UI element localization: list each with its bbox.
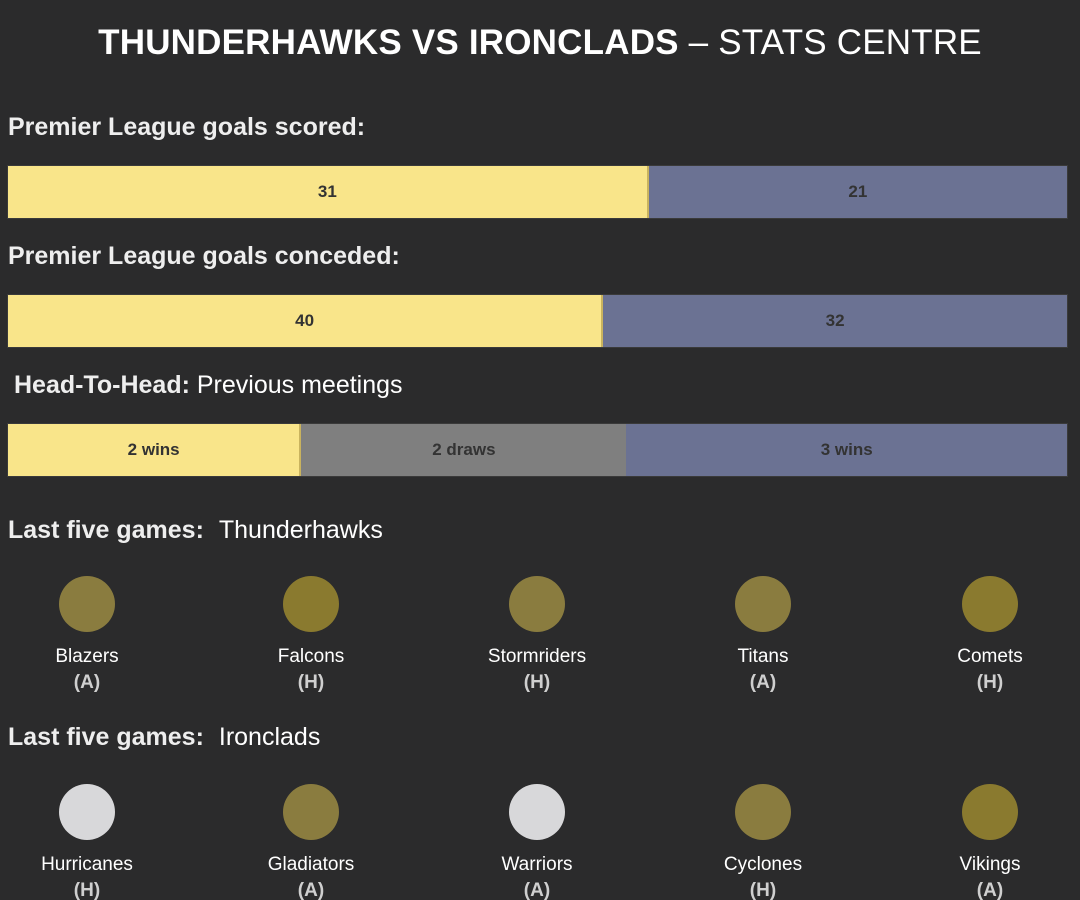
venue-label: (H) (73, 880, 101, 900)
goals-conceded-bar: 40 32 (7, 294, 1068, 348)
last-five-away-games: Hurricanes (H) Gladiators (A) Warriors (A) Cyc… (0, 784, 1080, 900)
game-item: Vikings (A) (900, 784, 1080, 900)
last-five-home-games: Blazers (A) Falcons (H) Stormriders (H) Titans… (0, 576, 1080, 706)
opponent-name: Falcons (277, 646, 345, 667)
game-item: Warriors (A) (447, 784, 627, 900)
result-dot-icon (735, 784, 791, 840)
head-to-head-subtitle: Previous meetings (189, 371, 403, 399)
last-five-away-title: Last five games: (8, 723, 204, 751)
page-title-suffix: – STATS CENTRE (678, 23, 982, 62)
opponent-name: Blazers (55, 646, 119, 667)
game-item: Comets (H) (900, 576, 1080, 694)
last-five-home-team: Thunderhawks (218, 516, 383, 544)
opponent-name: Titans (737, 646, 789, 667)
page-title: THUNDERHAWKS VS IRONCLADS – STATS CENTRE (0, 22, 1080, 64)
last-five-away-label: Last five games: Ironclads (8, 722, 320, 752)
game-item: Falcons (H) (221, 576, 401, 694)
result-dot-icon (283, 784, 339, 840)
opponent-name: Comets (957, 646, 1023, 667)
venue-label: (A) (73, 672, 101, 693)
result-dot-icon (962, 784, 1018, 840)
venue-label: (A) (749, 672, 777, 693)
opponent-name: Cyclones (723, 854, 803, 875)
goals-conceded-away-segment: 32 (603, 295, 1067, 347)
goals-conceded-home-value: 40 (295, 311, 315, 330)
result-dot-icon (283, 576, 339, 632)
opponent-name: Hurricanes (41, 854, 133, 875)
head-to-head-title: Head-To-Head: (14, 371, 190, 399)
game-item: Blazers (A) (0, 576, 177, 694)
result-dot-icon (962, 576, 1018, 632)
venue-label: (H) (297, 672, 325, 693)
head-to-head-draws-label: 2 draws (432, 440, 496, 459)
goals-conceded-home-segment: 40 (8, 295, 604, 347)
venue-label: (H) (749, 880, 777, 900)
opponent-name: Stormriders (487, 646, 587, 667)
last-five-home-label: Last five games: Thunderhawks (8, 515, 383, 545)
page-title-teams: THUNDERHAWKS VS IRONCLADS (98, 23, 679, 62)
opponent-name: Vikings (959, 854, 1021, 875)
result-dot-icon (509, 784, 565, 840)
goals-scored-home-segment: 31 (8, 166, 649, 218)
venue-label: (H) (523, 672, 551, 693)
head-to-head-label: Head-To-Head: Previous meetings (14, 370, 403, 400)
game-item: Cyclones (H) (673, 784, 853, 900)
goals-scored-away-segment: 21 (648, 166, 1067, 218)
game-item: Stormriders (H) (447, 576, 627, 694)
game-item: Gladiators (A) (221, 784, 401, 900)
goals-conceded-away-value: 32 (825, 311, 845, 330)
goals-scored-bar: 31 21 (7, 165, 1068, 219)
venue-label: (A) (976, 880, 1004, 900)
opponent-name: Warriors (501, 854, 573, 875)
head-to-head-home-wins: 2 wins (8, 424, 302, 476)
result-dot-icon (735, 576, 791, 632)
head-to-head-away-wins-label: 3 wins (820, 440, 873, 459)
result-dot-icon (509, 576, 565, 632)
game-item: Hurricanes (H) (0, 784, 177, 900)
game-item: Titans (A) (673, 576, 853, 694)
result-dot-icon (59, 784, 115, 840)
head-to-head-away-wins: 3 wins (626, 424, 1067, 476)
result-dot-icon (59, 576, 115, 632)
goals-conceded-label: Premier League goals conceded: (8, 242, 400, 270)
goals-scored-label: Premier League goals scored: (8, 113, 366, 141)
goals-scored-home-value: 31 (317, 182, 337, 201)
goals-scored-away-value: 21 (848, 182, 868, 201)
venue-label: (A) (523, 880, 551, 900)
head-to-head-bar: 2 wins 2 draws 3 wins (7, 423, 1068, 477)
head-to-head-draws: 2 draws (301, 424, 627, 476)
venue-label: (A) (297, 880, 325, 900)
venue-label: (H) (976, 672, 1004, 693)
head-to-head-home-wins-label: 2 wins (127, 440, 180, 459)
last-five-home-title: Last five games: (8, 516, 204, 544)
opponent-name: Gladiators (267, 854, 355, 875)
last-five-away-team: Ironclads (218, 723, 321, 751)
